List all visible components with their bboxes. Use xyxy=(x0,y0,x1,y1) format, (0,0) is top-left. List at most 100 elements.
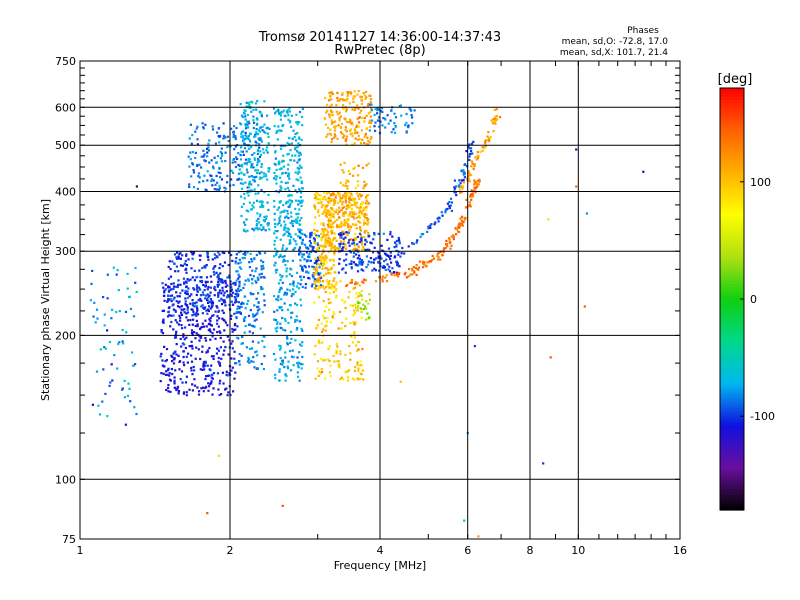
data-point xyxy=(237,273,240,276)
data-point xyxy=(369,241,372,244)
data-point xyxy=(169,294,172,298)
data-point xyxy=(221,289,224,292)
data-point xyxy=(195,346,198,349)
data-point xyxy=(236,295,239,298)
data-point xyxy=(358,116,361,119)
data-point xyxy=(215,305,218,308)
data-point xyxy=(407,126,410,129)
data-point xyxy=(359,377,362,380)
data-point xyxy=(421,233,425,236)
data-point xyxy=(273,125,276,128)
data-point xyxy=(330,225,333,228)
data-point xyxy=(395,261,398,264)
data-point xyxy=(324,329,327,332)
data-point xyxy=(253,135,256,139)
data-point xyxy=(224,301,227,304)
data-point xyxy=(287,152,290,156)
data-point xyxy=(326,103,329,106)
data-point xyxy=(300,327,303,330)
data-point xyxy=(299,298,302,301)
data-point xyxy=(328,302,331,305)
data-point xyxy=(356,104,359,107)
data-point xyxy=(297,179,300,182)
colorbar-segment xyxy=(720,193,744,198)
data-point xyxy=(464,163,467,166)
data-point xyxy=(316,202,319,205)
data-point xyxy=(182,335,185,338)
data-point xyxy=(225,296,229,299)
data-point xyxy=(213,188,216,191)
data-point xyxy=(235,279,238,282)
data-point xyxy=(233,301,237,304)
data-point xyxy=(234,262,237,265)
data-point xyxy=(429,224,432,227)
data-point xyxy=(328,223,331,226)
colorbar-tick-label: -100 xyxy=(750,410,775,423)
data-point xyxy=(277,160,281,163)
data-point xyxy=(282,260,285,263)
phases-o-stats: mean, sd,O: -72.8, 17.0 xyxy=(562,37,669,47)
data-point xyxy=(350,278,354,282)
data-point xyxy=(286,168,290,171)
data-point xyxy=(257,228,260,231)
data-point xyxy=(284,317,287,321)
data-point xyxy=(365,164,368,167)
data-point xyxy=(264,217,268,220)
data-point xyxy=(294,139,298,142)
data-point xyxy=(330,232,333,235)
data-point xyxy=(316,360,320,363)
data-point xyxy=(473,164,476,167)
data-point xyxy=(188,345,191,348)
data-point xyxy=(356,361,359,364)
data-point xyxy=(134,363,137,366)
data-point xyxy=(409,273,412,276)
x-axis-ticks: 1 2 4 6 8 10 16 xyxy=(77,61,687,557)
y-tick-label: 200 xyxy=(55,329,76,342)
data-point xyxy=(265,146,269,149)
data-point xyxy=(294,240,297,243)
data-point xyxy=(290,268,293,271)
data-point xyxy=(180,370,184,373)
data-point xyxy=(219,278,222,281)
data-point xyxy=(345,263,348,267)
data-point xyxy=(206,170,209,173)
data-point xyxy=(359,293,362,296)
data-point xyxy=(362,245,365,249)
data-point xyxy=(441,214,444,217)
data-point xyxy=(344,197,347,200)
data-point xyxy=(362,281,365,284)
data-point xyxy=(362,248,365,251)
data-point xyxy=(244,295,247,298)
data-point xyxy=(254,351,257,354)
data-point xyxy=(240,123,243,126)
data-point xyxy=(413,270,416,273)
data-point xyxy=(299,259,302,262)
data-point xyxy=(382,117,385,120)
data-point xyxy=(349,128,352,131)
data-point xyxy=(354,263,357,266)
data-point xyxy=(231,340,234,343)
data-point xyxy=(210,355,214,358)
colorbar-segment xyxy=(720,425,744,430)
data-point xyxy=(233,312,236,315)
data-point xyxy=(352,215,355,219)
data-point xyxy=(198,176,201,179)
data-point xyxy=(166,369,170,372)
data-point xyxy=(331,246,334,249)
data-point xyxy=(356,117,359,120)
data-point xyxy=(329,219,332,222)
data-point xyxy=(295,113,298,116)
phases-x-stats: mean, sd,X: 101.7, 21.4 xyxy=(560,48,668,58)
data-point xyxy=(294,148,297,151)
data-point xyxy=(273,295,276,298)
data-point xyxy=(279,176,282,179)
data-point xyxy=(252,315,255,318)
data-point xyxy=(393,246,396,249)
data-point xyxy=(363,278,366,281)
data-point xyxy=(354,321,358,324)
data-point xyxy=(260,228,263,231)
data-point xyxy=(345,108,348,111)
data-point xyxy=(255,224,258,227)
data-point xyxy=(226,146,229,149)
data-point xyxy=(257,301,260,304)
